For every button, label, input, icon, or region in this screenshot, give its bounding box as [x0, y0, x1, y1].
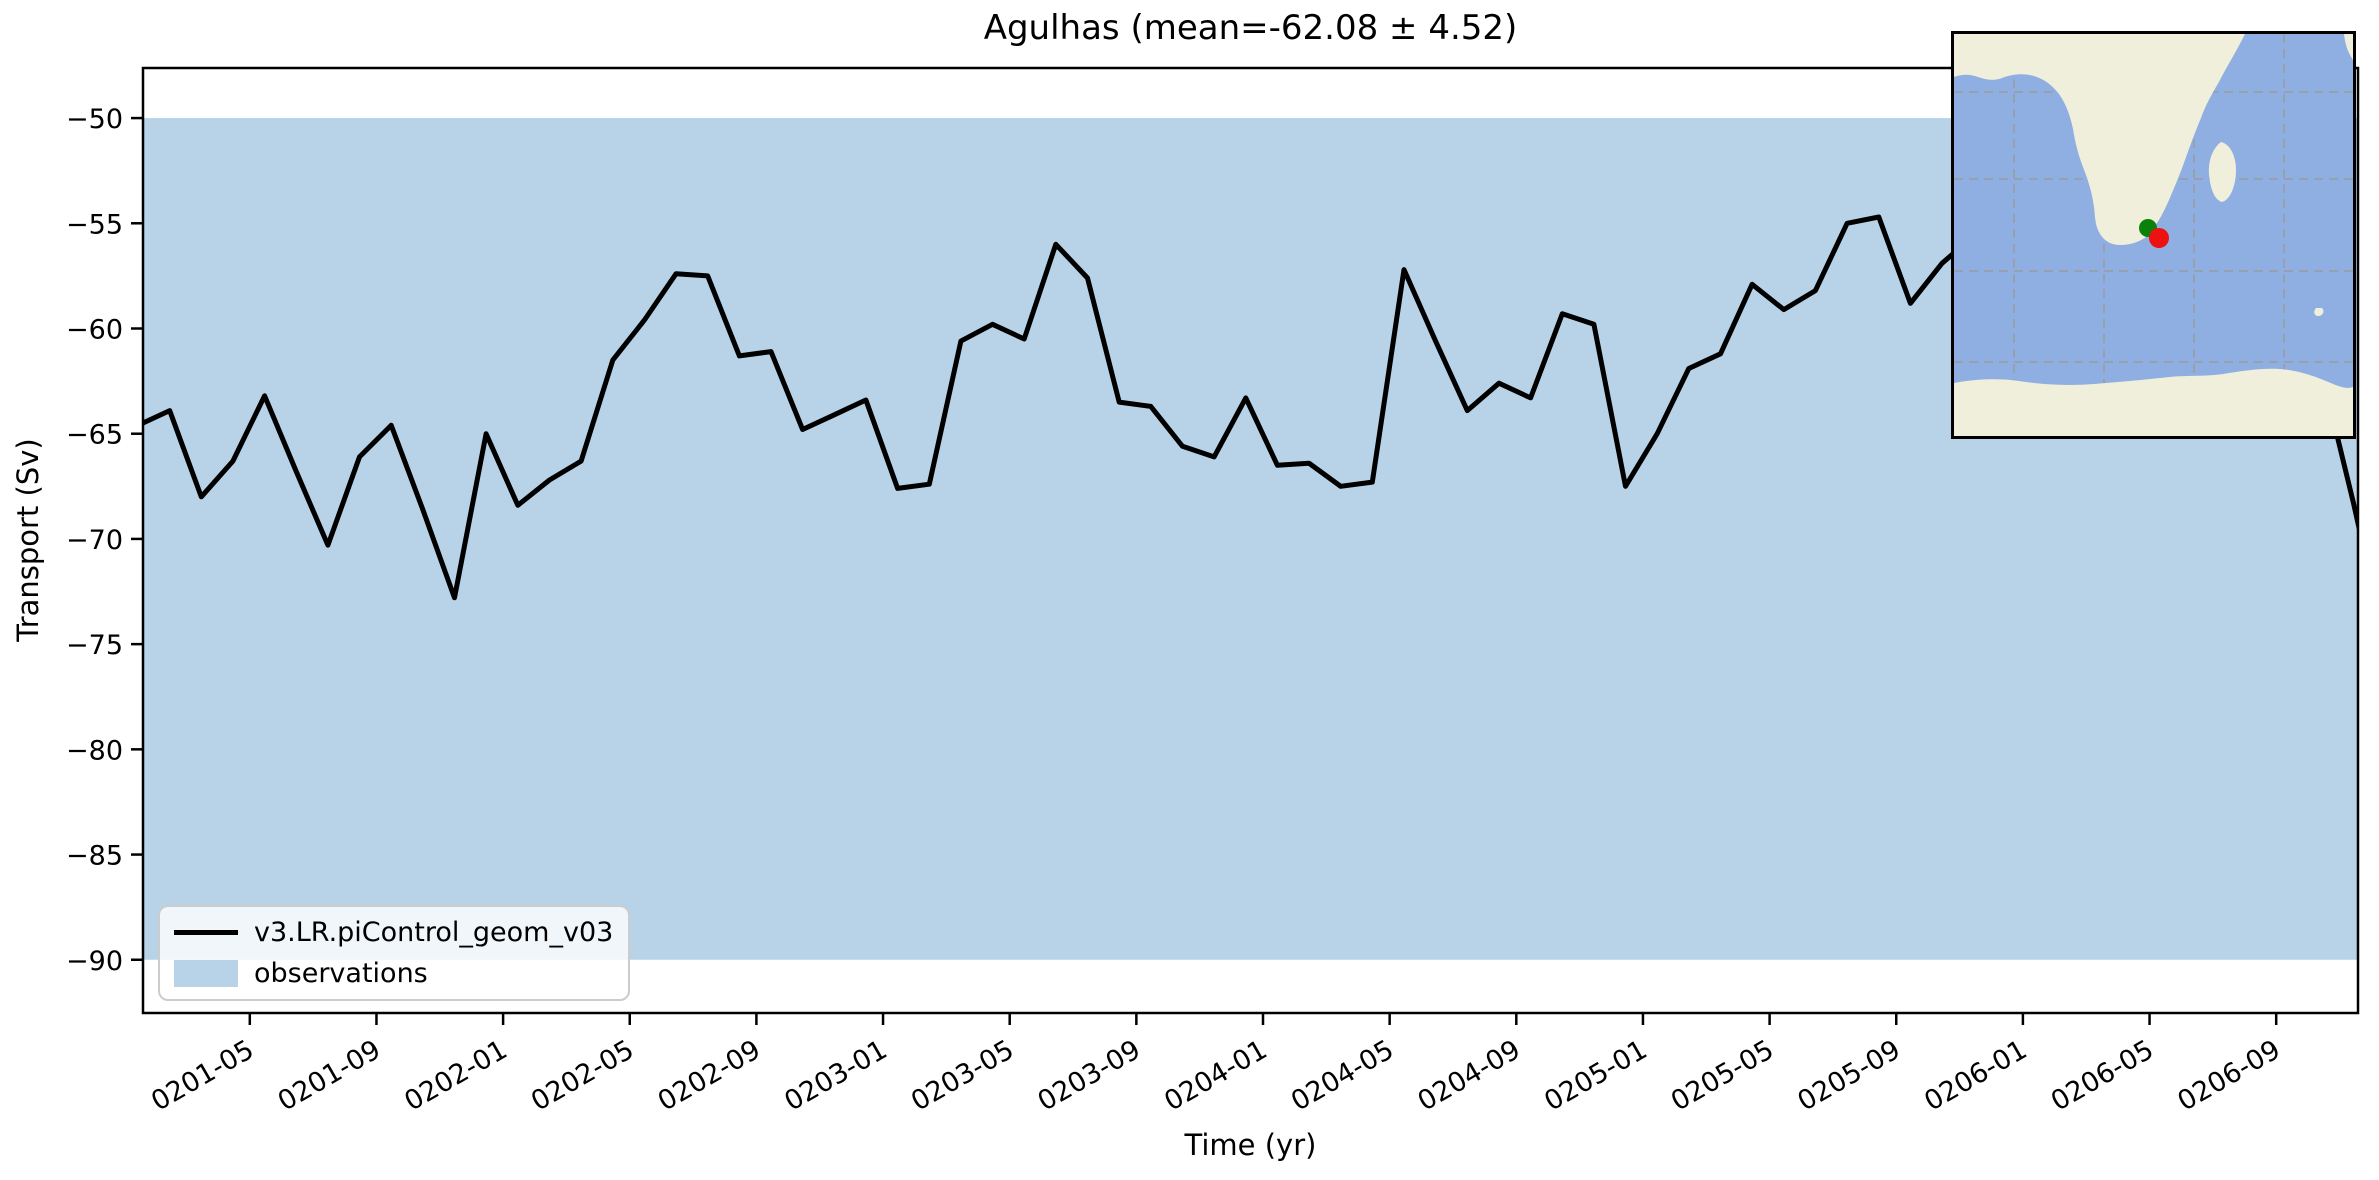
x-tick-label: 0206-05	[2046, 1034, 2159, 1117]
x-tick-label: 0204-09	[1413, 1034, 1526, 1117]
x-tick-label: 0203-09	[1033, 1034, 1146, 1117]
chart-title: Agulhas (mean=-62.08 ± 4.52)	[983, 8, 1518, 48]
map-dot-red	[2149, 228, 2169, 248]
map-land-antarctica	[1954, 368, 2353, 436]
y-tick-label: −70	[66, 525, 123, 556]
map-land-africa	[1954, 34, 2245, 245]
legend-band-label: observations	[254, 958, 428, 989]
y-tick-label: −80	[66, 735, 123, 766]
x-tick-label: 0202-05	[526, 1034, 639, 1117]
y-tick-label: −85	[66, 841, 123, 872]
y-tick-label: −90	[66, 946, 123, 977]
legend-line-label: v3.LR.piControl_geom_v03	[254, 917, 614, 948]
legend-entry-band: observations	[174, 958, 628, 989]
axes-spines	[141, 66, 2360, 1015]
x-tick-label: 0204-05	[1286, 1034, 1399, 1117]
x-tick-label: 0205-09	[1793, 1034, 1906, 1117]
y-tick-label: −50	[66, 104, 123, 135]
legend-band-swatch	[174, 960, 238, 987]
x-tick-label: 0203-01	[779, 1034, 892, 1117]
map-land-corner	[2344, 34, 2353, 60]
x-axis-label: Time (yr)	[1184, 1128, 1317, 1162]
y-tick-label: −55	[66, 209, 123, 240]
map-land	[1954, 34, 2353, 436]
y-axis-label: Transport (Sv)	[11, 438, 45, 642]
y-tick-label: −65	[66, 420, 123, 451]
legend-entry-line: v3.LR.piControl_geom_v03	[174, 917, 628, 948]
map-inset	[1951, 31, 2356, 439]
x-axis: 0201-05 0201-09 0202-01 0202-05 0202-09 0203-…	[146, 1013, 2286, 1117]
y-tick-label: −75	[66, 630, 123, 661]
x-tick-label: 0203-05	[906, 1034, 1019, 1117]
x-tick-label: 0204-01	[1159, 1034, 1272, 1117]
legend-line-swatch	[174, 930, 238, 935]
map-land-small-island	[2314, 308, 2324, 316]
x-tick-label: 0201-09	[273, 1034, 386, 1117]
x-tick-label: 0205-01	[1539, 1034, 1652, 1117]
x-tick-label: 0206-01	[1919, 1034, 2032, 1117]
map-land-madagascar	[2208, 142, 2236, 202]
y-axis: −50 −55 −60 −65 −70 −75 −80 −85 −90	[66, 104, 143, 977]
x-tick-label: 0206-09	[2173, 1034, 2286, 1117]
x-tick-label: 0205-05	[1666, 1034, 1779, 1117]
x-tick-label: 0201-05	[146, 1034, 259, 1117]
x-tick-label: 0202-09	[653, 1034, 766, 1117]
map-svg	[1954, 34, 2353, 436]
x-tick-label: 0202-01	[399, 1034, 512, 1117]
legend: v3.LR.piControl_geom_v03 observations	[158, 905, 630, 1001]
y-tick-label: −60	[66, 315, 123, 346]
